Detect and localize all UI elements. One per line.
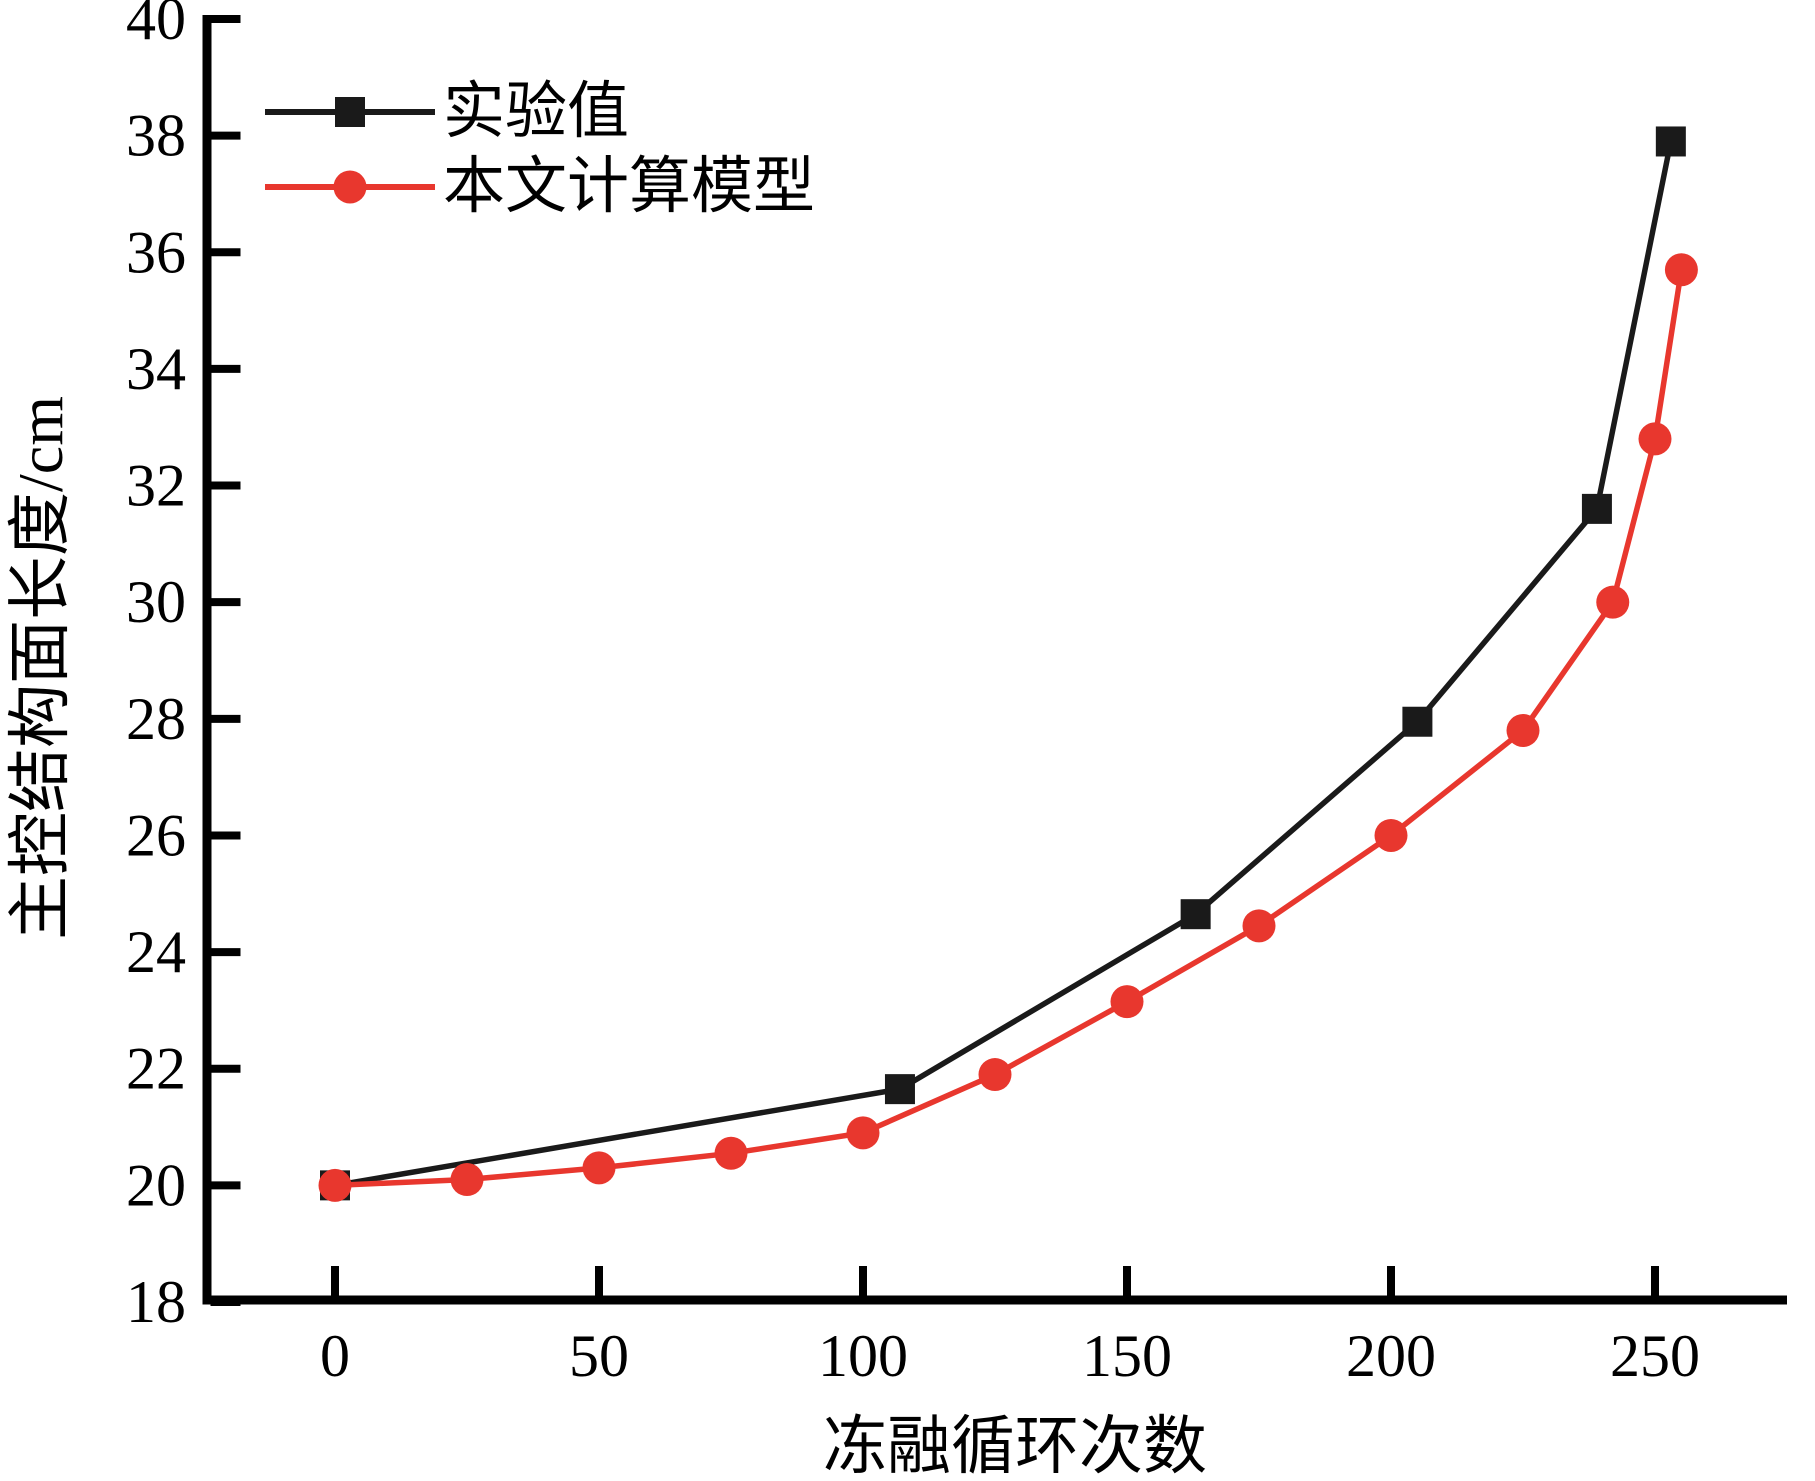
data-point-marker [1596,585,1630,619]
data-point-marker [582,1151,616,1185]
x-tick-label: 150 [1082,1323,1172,1389]
x-tick-label: 50 [569,1323,629,1389]
data-point-marker [1506,713,1540,747]
data-point-marker [846,1116,880,1150]
y-tick-label: 32 [126,453,186,519]
y-tick-label: 28 [126,686,186,752]
data-point-marker [1581,493,1612,524]
x-tick-label: 100 [818,1323,908,1389]
y-tick-label: 24 [126,919,186,985]
y-tick-label: 22 [126,1036,186,1102]
legend-label: 实验值 [443,78,629,146]
data-point-marker [1655,126,1686,157]
series-experimental [320,126,1686,1201]
y-tick-label: 36 [126,219,186,285]
data-point-marker [884,1074,915,1105]
y-tick-label: 18 [126,1269,186,1335]
series-line [334,269,1685,1189]
x-axis-title: 冻融循环次数 [823,1411,1207,1481]
axes: 18 20 22 24 26 28 30 32 34 36 38 40 0 50 100 150 200 250 [126,0,1787,1389]
legend-marker [335,97,365,127]
data-point-marker [1374,818,1408,852]
x-tick-label: 250 [1610,1323,1700,1389]
data-point-marker [978,1058,1012,1092]
data-point-marker [1180,899,1211,930]
y-tick-label: 26 [126,802,186,868]
legend-marker [333,170,367,204]
y-axis-title: 主控结构面长度/cm [5,396,76,940]
legend-entry-experimental: 实验值 [265,78,629,146]
legend-label: 本文计算模型 [443,153,815,221]
y-tick-label: 38 [126,103,186,169]
data-point-marker [1402,706,1433,737]
x-tick-label: 200 [1346,1323,1436,1389]
data-point-marker [1664,253,1698,287]
data-point-marker [450,1163,484,1197]
series-model [318,253,1698,1202]
y-tick-label: 40 [126,0,186,52]
y-tick-label: 20 [126,1152,186,1218]
data-point-marker [1638,422,1672,456]
y-tick-label: 30 [126,569,186,635]
x-tick-label: 0 [320,1323,350,1389]
legend-entry-model: 本文计算模型 [265,153,815,221]
data-point-marker [1110,985,1144,1019]
data-point-marker [1242,909,1276,943]
data-point-marker [318,1168,352,1202]
data-point-marker [714,1136,748,1170]
y-tick-label: 34 [126,336,186,402]
series-line [334,140,1674,1189]
